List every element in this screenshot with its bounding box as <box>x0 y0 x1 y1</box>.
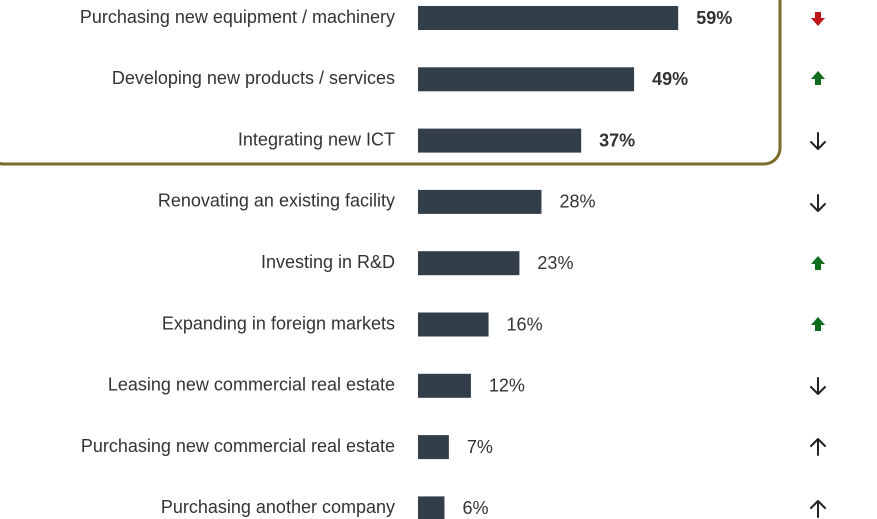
value-label: 12% <box>489 376 525 396</box>
arrow-down <box>810 132 826 150</box>
arrow-down-strong <box>811 12 825 26</box>
value-label: 28% <box>559 192 595 212</box>
trend-arrows <box>810 12 826 518</box>
value-label: 37% <box>599 130 635 150</box>
value-label: 49% <box>652 69 688 89</box>
value-label: 59% <box>696 8 732 28</box>
category-label: Integrating new ICT <box>238 129 395 149</box>
arrow-up <box>810 438 826 456</box>
category-label: Purchasing new commercial real estate <box>81 436 395 456</box>
value-label: 7% <box>467 437 493 457</box>
bar <box>418 496 445 519</box>
category-label: Investing in R&D <box>261 252 395 272</box>
bar <box>418 128 582 153</box>
value-label: 16% <box>507 314 543 334</box>
arrow-down <box>810 377 826 395</box>
bar <box>418 67 635 92</box>
bar <box>418 312 489 337</box>
value-label: 23% <box>537 253 573 273</box>
arrow-up-strong <box>811 256 825 270</box>
arrow-up <box>810 500 826 518</box>
category-label: Developing new products / services <box>112 68 395 88</box>
category-label: Purchasing new equipment / machinery <box>80 7 395 27</box>
bar <box>418 189 542 214</box>
category-label: Leasing new commercial real estate <box>108 375 395 395</box>
arrow-up-strong <box>811 317 825 331</box>
value-label: 6% <box>462 498 488 518</box>
bar <box>418 435 449 460</box>
category-label: Purchasing another company <box>161 497 395 517</box>
category-label: Expanding in foreign markets <box>162 313 395 333</box>
arrow-up-strong <box>811 71 825 85</box>
bar <box>418 373 471 398</box>
highlight-box <box>0 0 782 166</box>
bar <box>418 251 520 276</box>
category-label: Renovating an existing facility <box>158 191 395 211</box>
bar <box>418 6 679 30</box>
arrow-down <box>810 194 826 212</box>
